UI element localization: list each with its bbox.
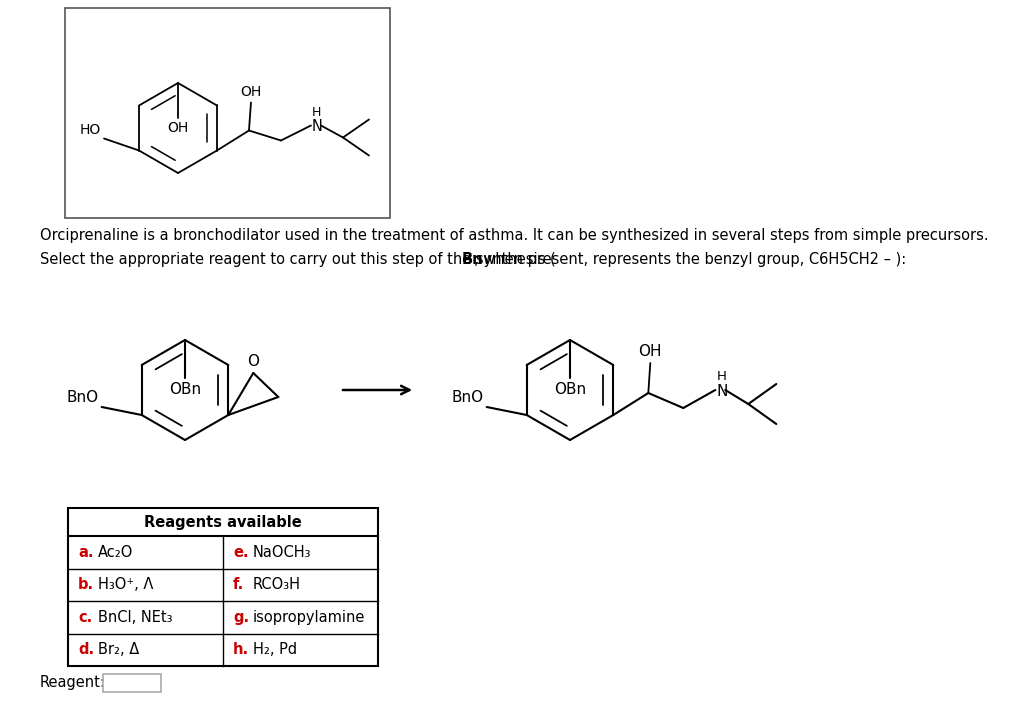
Text: h.: h. bbox=[233, 642, 249, 657]
Text: Orciprenaline is a bronchodilator used in the treatment of asthma. It can be syn: Orciprenaline is a bronchodilator used i… bbox=[40, 228, 988, 243]
Text: e.: e. bbox=[233, 544, 249, 560]
Text: a.: a. bbox=[78, 544, 93, 560]
Bar bbox=[68, 508, 378, 666]
Text: BnCl, NEt₃: BnCl, NEt₃ bbox=[98, 610, 172, 624]
Text: Ac₂O: Ac₂O bbox=[98, 544, 133, 560]
Text: HO: HO bbox=[80, 122, 101, 137]
Text: BnO: BnO bbox=[67, 390, 98, 405]
Text: c.: c. bbox=[78, 610, 92, 624]
Text: RCO₃H: RCO₃H bbox=[253, 577, 301, 593]
Text: g.: g. bbox=[233, 610, 249, 624]
Text: OH: OH bbox=[167, 121, 188, 135]
Text: N: N bbox=[312, 119, 323, 134]
Text: NaOCH₃: NaOCH₃ bbox=[253, 544, 311, 560]
Bar bbox=[103, 674, 161, 692]
Bar bbox=[65, 8, 390, 218]
Text: BnO: BnO bbox=[452, 390, 483, 405]
Text: , when present, represents the benzyl group, C6H5CH2 – ):: , when present, represents the benzyl gr… bbox=[474, 252, 906, 267]
Text: Bn: Bn bbox=[461, 252, 483, 267]
Text: d.: d. bbox=[78, 642, 94, 657]
Text: OBn: OBn bbox=[554, 382, 586, 397]
Text: Reagents available: Reagents available bbox=[144, 515, 302, 530]
Text: H₂, Pd: H₂, Pd bbox=[253, 642, 297, 657]
Text: H: H bbox=[717, 370, 726, 382]
Text: H₃O⁺, Λ: H₃O⁺, Λ bbox=[98, 577, 154, 593]
Text: H: H bbox=[312, 106, 322, 119]
Text: Br₂, Δ: Br₂, Δ bbox=[98, 642, 139, 657]
Text: OH: OH bbox=[241, 86, 261, 100]
Text: b.: b. bbox=[78, 577, 94, 593]
Text: f.: f. bbox=[233, 577, 245, 593]
Text: N: N bbox=[717, 384, 728, 399]
Text: OH: OH bbox=[639, 344, 663, 359]
Text: Select the appropriate reagent to carry out this step of the synthesis (: Select the appropriate reagent to carry … bbox=[40, 252, 556, 267]
Text: O: O bbox=[248, 354, 259, 369]
Text: Reagent:: Reagent: bbox=[40, 675, 105, 690]
Text: OBn: OBn bbox=[169, 382, 201, 397]
Text: isopropylamine: isopropylamine bbox=[253, 610, 366, 624]
